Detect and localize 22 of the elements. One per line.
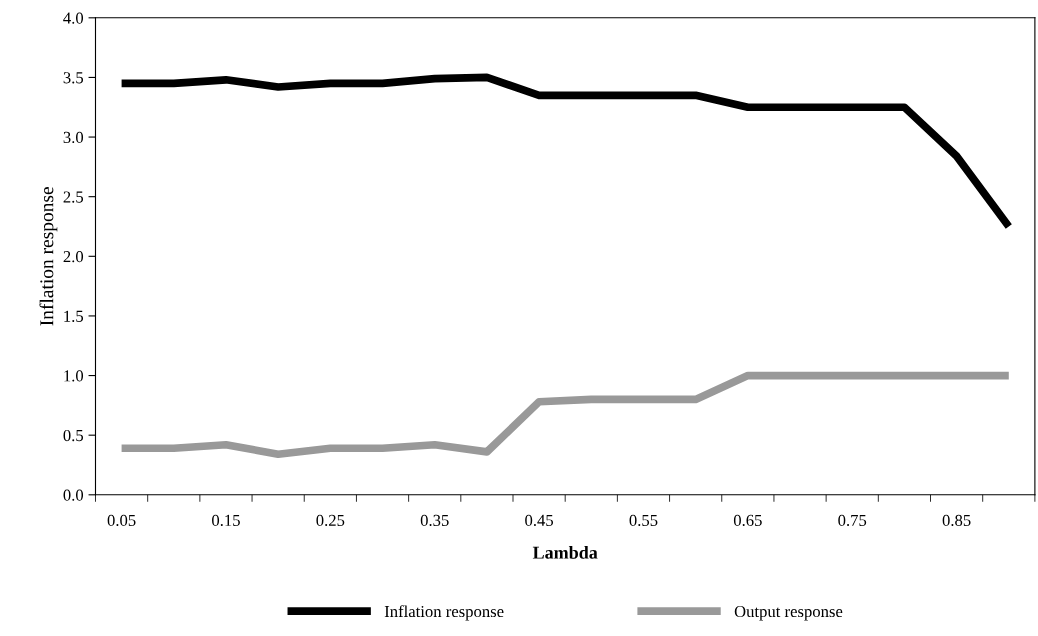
y-tick-label: 2.0 [63,251,84,263]
legend-label: Output response [734,605,843,621]
x-tick-label: 0.55 [629,514,658,527]
x-tick-label: 0.45 [525,514,554,527]
x-tick-label: 0.35 [420,514,449,527]
x-tick-label: 0.75 [838,514,867,527]
y-tick-label: 1.0 [64,370,84,382]
x-axis-title: Lambda [532,546,598,559]
x-tick-label: 0.85 [942,514,971,527]
x-tick-label: 0.05 [107,514,136,527]
y-tick-label: 1.5 [64,310,84,322]
y-tick-label: 4.0 [63,12,84,24]
x-tick-label: 0.15 [212,514,240,527]
x-tick-label: 0.25 [316,514,345,527]
y-tick-label: 2.5 [63,191,84,203]
x-tick-label: 0.65 [733,514,762,527]
y-axis-title: Inflation response [39,187,58,326]
legend-label: Inflation response [384,605,504,621]
y-tick-label: 3.5 [63,72,84,84]
y-tick-label: 0.5 [63,429,84,442]
y-tick-label: 0.0 [63,489,84,501]
y-tick-label: 3.0 [63,131,84,144]
